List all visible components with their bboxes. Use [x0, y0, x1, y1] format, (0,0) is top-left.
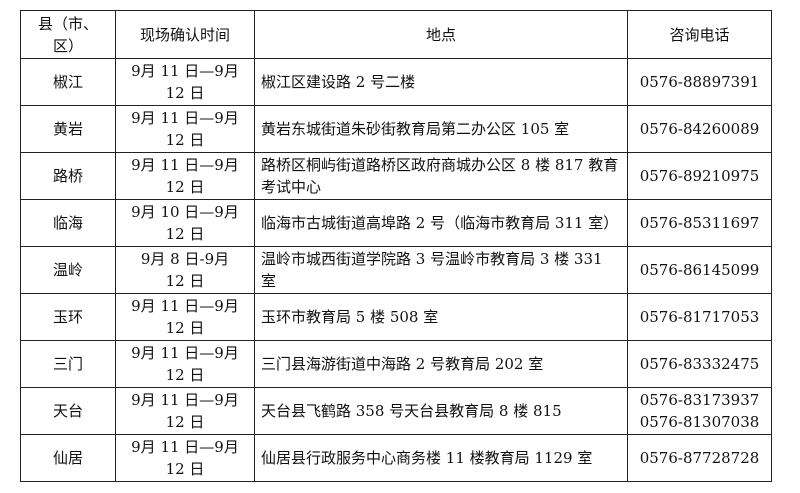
- time-cell: 9月 8 日-9月 12 日: [115, 246, 255, 294]
- header-phone: 咨询电话: [627, 10, 772, 59]
- time-cell: 9月 11 日—9月 12 日: [115, 293, 255, 341]
- place-cell: 黄岩东城街道朱砂街教育局第二办公区 105 室: [254, 105, 628, 153]
- table-row: 仙居 9月 11 日—9月 12 日仙居县行政服务中心商务楼 11 楼教育局 11…: [20, 434, 772, 482]
- time-cell: 9月 11 日—9月 12 日: [115, 58, 255, 106]
- table-row: 椒江 9月 11 日—9月 12 日椒江区建设路 2 号二楼 0576-888973…: [20, 58, 772, 106]
- phone-number: 0576-88897391: [639, 73, 760, 91]
- header-county: 县（市、区）: [20, 10, 116, 59]
- county-cell: 路桥: [20, 152, 116, 200]
- time-cell: 9月 11 日—9月 12 日: [115, 434, 255, 482]
- phone-number: 0576-89210975: [639, 167, 760, 185]
- table-row: 天台 9月 11 日—9月 12 日天台县飞鹤路 358 号天台县教育局 8 楼 …: [20, 387, 772, 435]
- phone-number: 0576-84260089: [639, 120, 760, 138]
- phone-cell: 0576-88897391: [627, 58, 772, 106]
- time-cell: 9月 11 日—9月 12 日: [115, 340, 255, 388]
- county-cell: 玉环: [20, 293, 116, 341]
- phone-number: 0576-86145099: [639, 261, 760, 279]
- county-cell: 温岭: [20, 246, 116, 294]
- county-cell: 天台: [20, 387, 116, 435]
- county-cell: 椒江: [20, 58, 116, 106]
- place-cell: 三门县海游街道中海路 2 号教育局 202 室: [254, 340, 628, 388]
- phone-number: 0576-83332475: [639, 355, 760, 373]
- phone-cell: 0576-83332475: [627, 340, 772, 388]
- phone-number: 0576-81717053: [639, 308, 760, 326]
- phone-cell: 0576-86145099: [627, 246, 772, 294]
- place-cell: 路桥区桐屿街道路桥区政府商城办公区 8 楼 817 教育考试中心: [254, 152, 628, 200]
- table-row: 黄岩 9月 11 日—9月 12 日黄岩东城街道朱砂街教育局第二办公区 105 室…: [20, 105, 772, 153]
- table-row: 玉环 9月 11 日—9月 12 日玉环市教育局 5 楼 508 室 0576-81…: [20, 293, 772, 341]
- header-time: 现场确认时间: [115, 10, 255, 59]
- time-cell: 9月 10 日—9月 12 日: [115, 199, 255, 247]
- phone-number: 0576-81307038: [639, 413, 760, 431]
- place-cell: 仙居县行政服务中心商务楼 11 楼教育局 1129 室: [254, 434, 628, 482]
- phone-cell: 0576-84260089: [627, 105, 772, 153]
- header-row: 县（市、区） 现场确认时间 地点 咨询电话: [20, 10, 772, 59]
- phone-cell: 0576-87728728: [627, 434, 772, 482]
- county-cell: 三门: [20, 340, 116, 388]
- confirmation-sites-table: 县（市、区） 现场确认时间 地点 咨询电话 椒江 9月 11 日—9月 12 日椒…: [20, 10, 772, 482]
- phone-cell: 0576-83173937 0576-81307038: [627, 387, 772, 435]
- county-cell: 临海: [20, 199, 116, 247]
- county-cell: 黄岩: [20, 105, 116, 153]
- time-cell: 9月 11 日—9月 12 日: [115, 387, 255, 435]
- time-cell: 9月 11 日—9月 12 日: [115, 105, 255, 153]
- table-row: 临海 9月 10 日—9月 12 日临海市古城街道高埠路 2 号（临海市教育局 3…: [20, 199, 772, 247]
- table-row: 温岭 9月 8 日-9月 12 日温岭市城西街道学院路 3 号温岭市教育局 3 楼…: [20, 246, 772, 294]
- table-row: 路桥 9月 11 日—9月 12 日路桥区桐屿街道路桥区政府商城办公区 8 楼 8…: [20, 152, 772, 200]
- table-row: 三门 9月 11 日—9月 12 日三门县海游街道中海路 2 号教育局 202 室…: [20, 340, 772, 388]
- header-place: 地点: [254, 10, 628, 59]
- place-cell: 温岭市城西街道学院路 3 号温岭市教育局 3 楼 331 室: [254, 246, 628, 294]
- time-cell: 9月 11 日—9月 12 日: [115, 152, 255, 200]
- place-cell: 椒江区建设路 2 号二楼: [254, 58, 628, 106]
- county-cell: 仙居: [20, 434, 116, 482]
- phone-number: 0576-85311697: [639, 214, 760, 232]
- phone-cell: 0576-89210975: [627, 152, 772, 200]
- phone-cell: 0576-81717053: [627, 293, 772, 341]
- phone-cell: 0576-85311697: [627, 199, 772, 247]
- phone-number: 0576-87728728: [639, 449, 760, 467]
- place-cell: 临海市古城街道高埠路 2 号（临海市教育局 311 室）: [254, 199, 628, 247]
- place-cell: 玉环市教育局 5 楼 508 室: [254, 293, 628, 341]
- phone-number: 0576-83173937: [639, 391, 760, 409]
- place-cell: 天台县飞鹤路 358 号天台县教育局 8 楼 815: [254, 387, 628, 435]
